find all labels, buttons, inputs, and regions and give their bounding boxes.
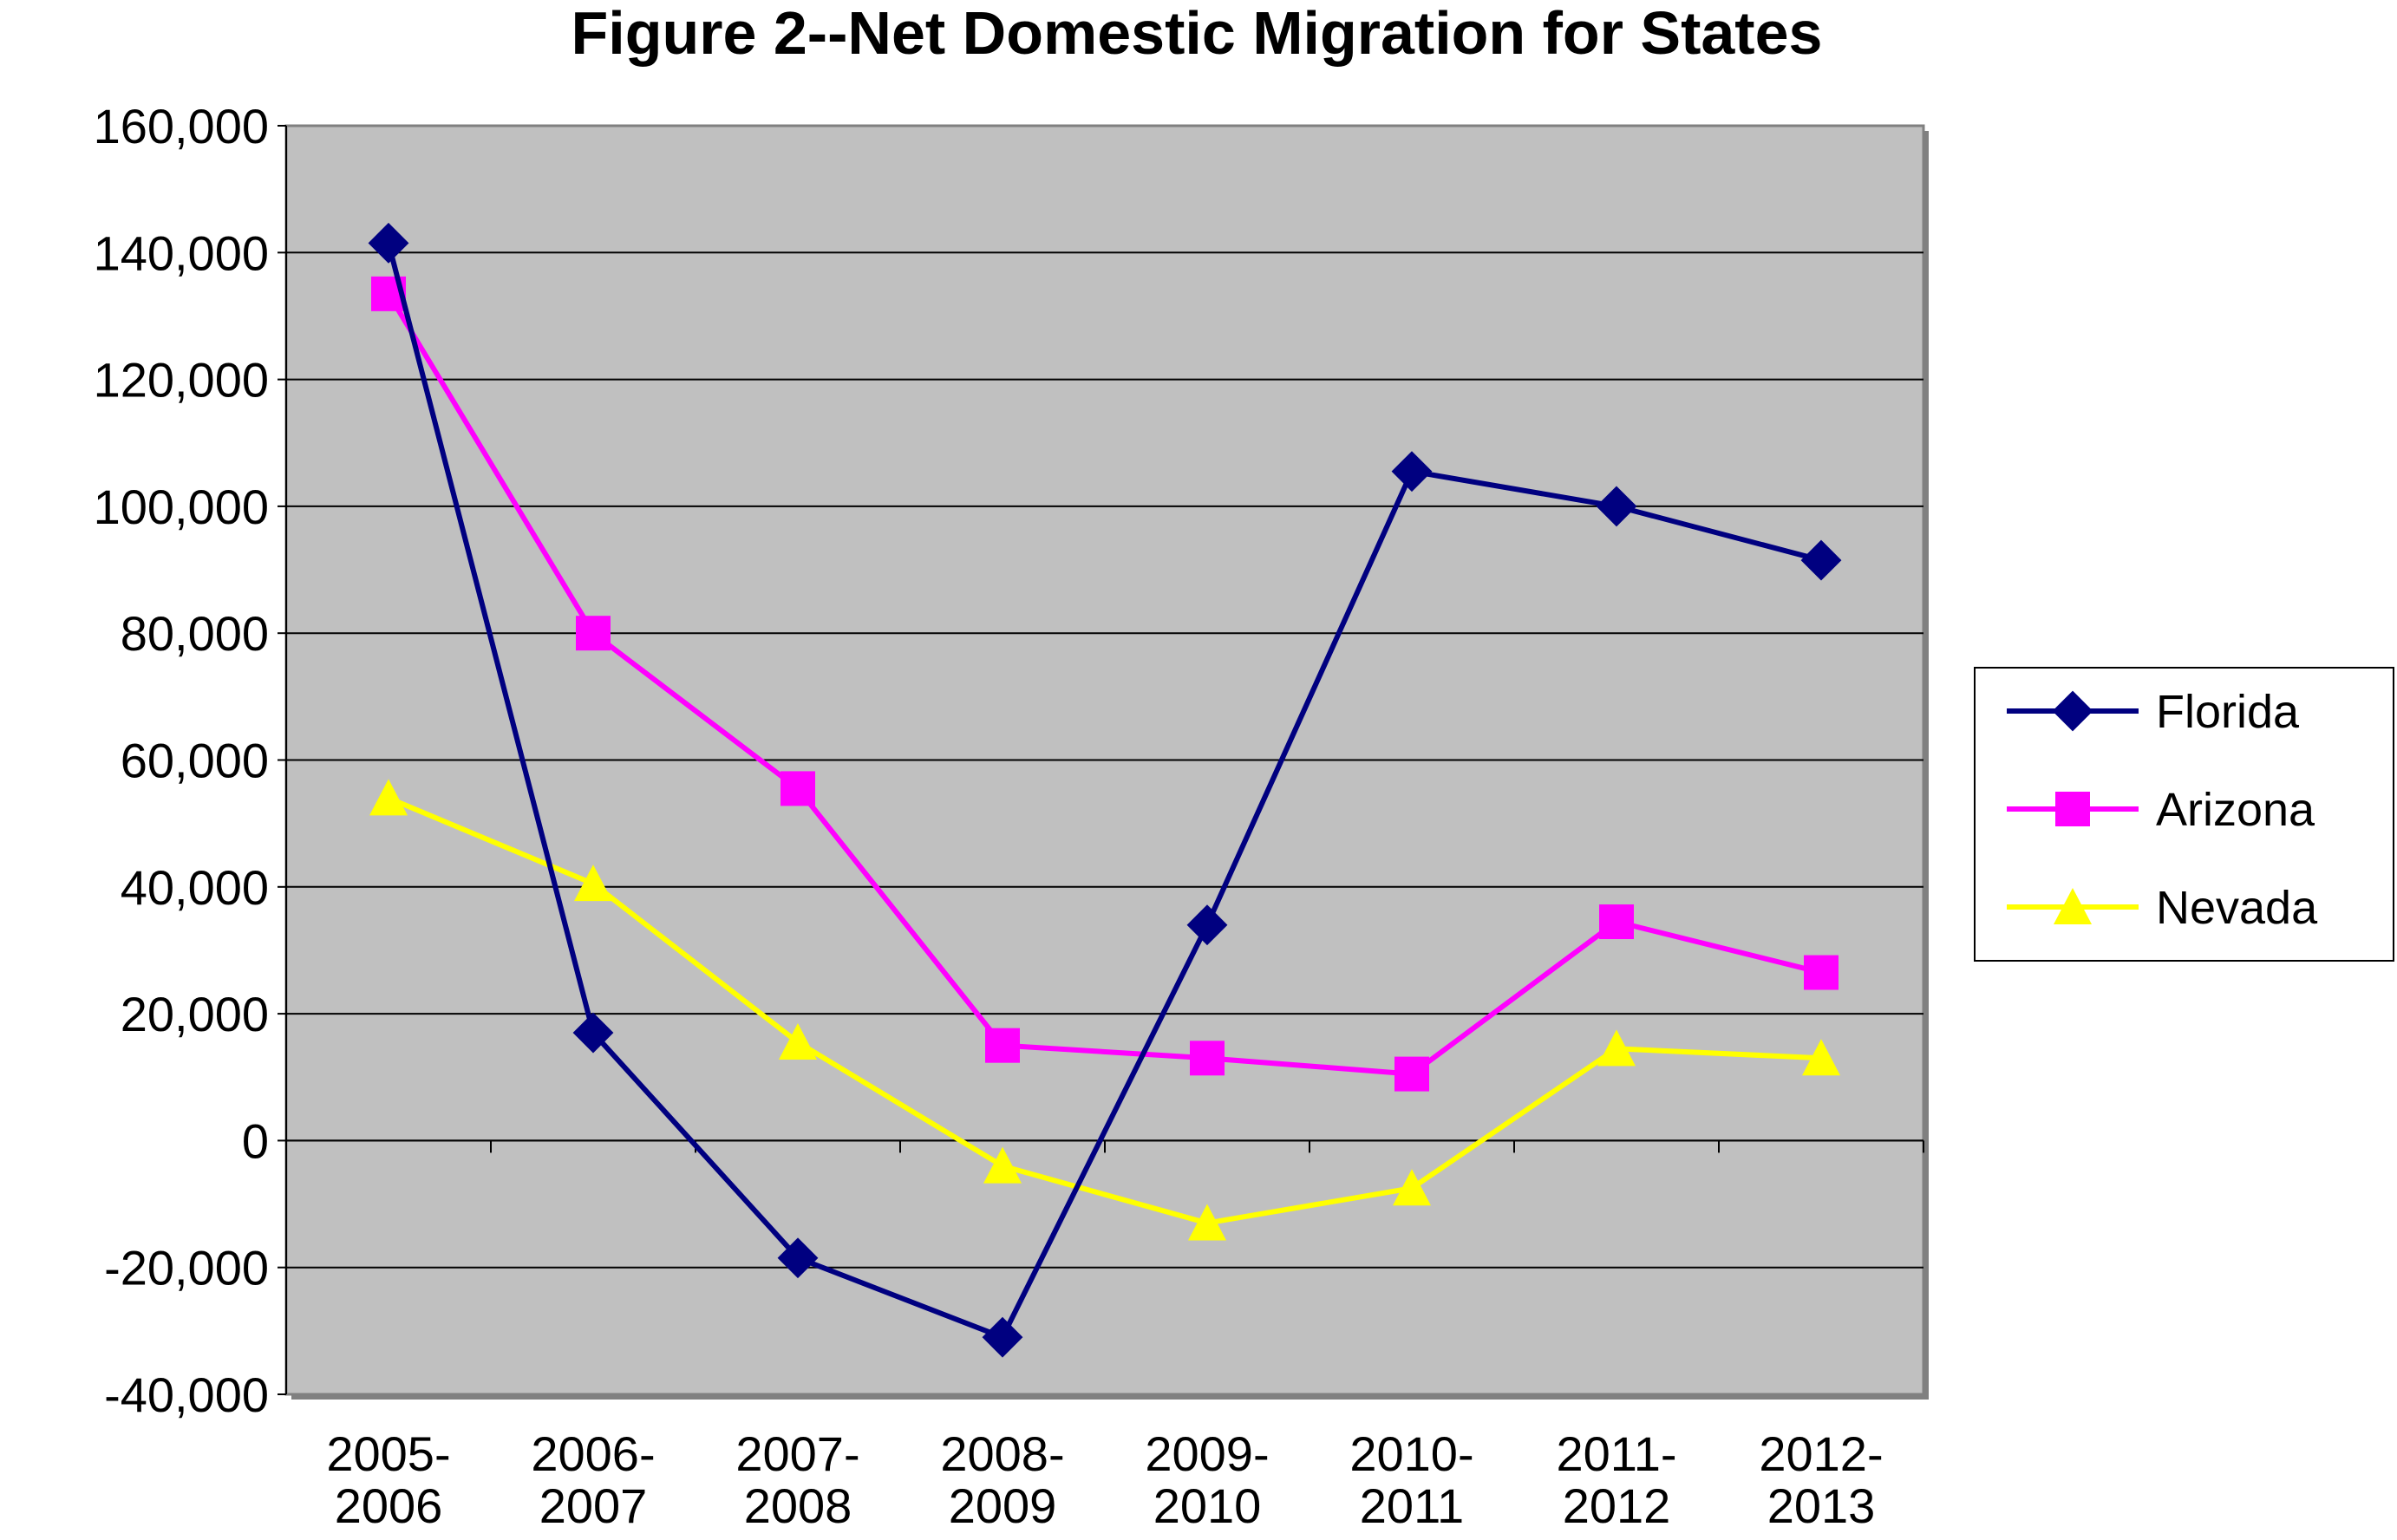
y-tick-label: -20,000 [104,1241,269,1295]
legend-label-florida: Florida [2156,686,2300,738]
y-tick-label: 40,000 [121,860,269,915]
y-tick-label: 20,000 [121,987,269,1041]
y-tick-label: 60,000 [121,734,269,788]
data-point-florida [1391,451,1433,493]
legend: Florida Arizona Nevada [1974,667,2394,962]
x-tick-label: 2007-2008 [735,1426,859,1533]
data-point-florida [777,1237,819,1279]
y-tick-label: 140,000 [94,225,269,280]
series-layer [368,222,1842,1358]
legend-item-arizona: Arizona [2007,784,2315,836]
x-tick-label: 2008-2009 [940,1426,1064,1533]
y-tick-label: -40,000 [104,1367,269,1422]
data-point-florida [1186,904,1228,946]
series-arizona [371,276,1839,1092]
series-line-florida [386,242,1822,1341]
series-line-nevada [387,795,1822,1226]
data-point-florida [368,222,409,264]
data-point-arizona [576,616,611,651]
x-axis: 2005-2006 2006-2007 2007-2008 2008-2009 2009… [285,1139,1924,1533]
data-point-arizona [1599,904,1634,940]
data-point-arizona [985,1028,1020,1063]
y-tick-label: 160,000 [94,99,269,153]
plot-area [284,124,1929,1400]
legend-marker-nevada [2054,888,2092,924]
data-point-nevada [1393,1169,1431,1206]
x-tick-label: 2009-2010 [1145,1426,1269,1533]
legend-label-nevada: Nevada [2156,882,2318,934]
legend-box [1974,667,2394,962]
y-axis: 160,000 140,000 120,000 100,000 80,000 60,000… [94,99,287,1422]
y-tick-label: 0 [242,1113,269,1168]
data-point-nevada [574,865,612,902]
data-point-arizona [1804,955,1839,990]
y-tick-label: 100,000 [94,480,269,534]
x-tick-label: 2012-2013 [1759,1426,1883,1533]
chart-title: Figure 2--Net Domestic Migration for Sta… [571,0,1823,67]
legend-item-nevada: Nevada [2007,882,2318,934]
data-point-arizona [1394,1056,1429,1092]
legend-marker-arizona [2055,792,2090,826]
legend-label-arizona: Arizona [2156,784,2315,836]
data-point-florida [572,1012,614,1054]
legend-marker-florida [2052,690,2093,732]
series-nevada [369,779,1840,1241]
x-tick-label: 2005-2006 [326,1426,450,1533]
y-tick-label: 80,000 [121,606,269,661]
data-point-nevada [779,1023,817,1060]
data-point-florida [982,1316,1023,1358]
data-point-florida [1596,486,1637,527]
series-line-arizona [386,292,1822,1077]
legend-item-florida: Florida [2007,686,2300,738]
data-point-arizona [780,771,815,806]
data-point-nevada [1802,1039,1840,1076]
x-tick-label: 2011-2012 [1556,1426,1676,1533]
series-florida [368,222,1842,1358]
data-point-nevada [983,1146,1022,1184]
data-point-nevada [1188,1204,1226,1241]
data-point-nevada [1597,1029,1636,1067]
data-point-arizona [1190,1041,1225,1076]
data-point-nevada [369,779,408,816]
x-tick-label: 2010-2011 [1349,1426,1473,1533]
y-tick-label: 120,000 [94,353,269,408]
data-point-florida [1800,539,1842,581]
x-tick-label: 2006-2007 [531,1426,655,1533]
